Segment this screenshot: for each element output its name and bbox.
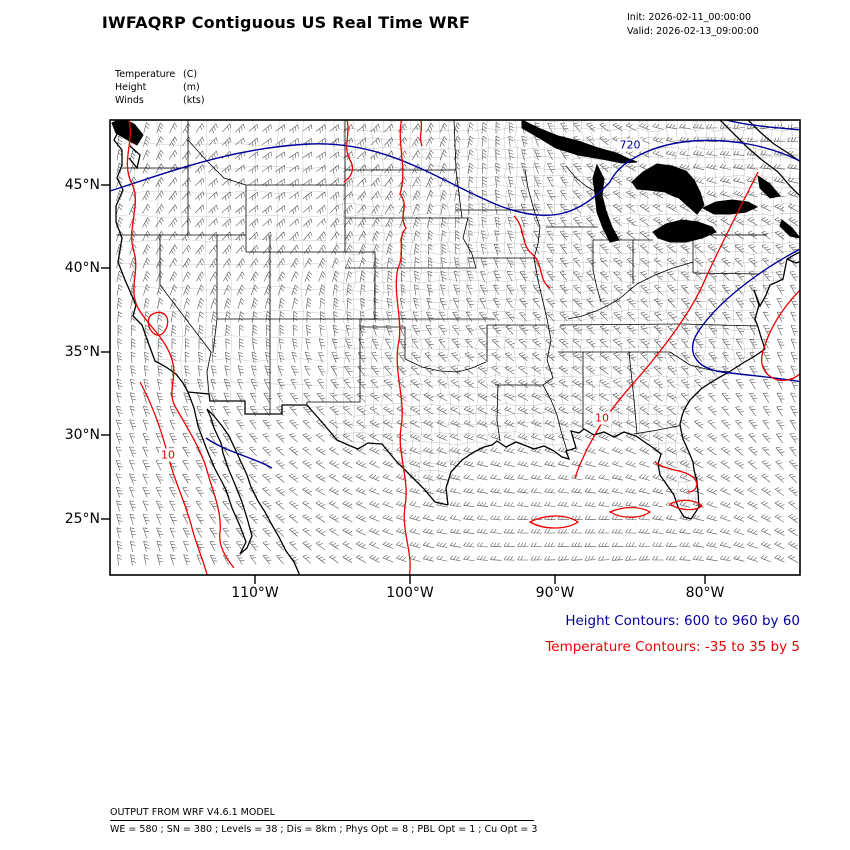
legend-variable-temperature: Temperature (C) <box>115 69 198 80</box>
footer-divider <box>110 820 534 821</box>
footer: OUTPUT FROM WRF V4.6.1 MODEL WE = 580 ; … <box>110 806 537 836</box>
y-axis-label: 35°N <box>64 344 100 360</box>
footer-model-line: OUTPUT FROM WRF V4.6.1 MODEL <box>110 807 275 818</box>
run-times: Init: 2026-02-11_00:00:00 Valid: 2026-02… <box>627 11 759 39</box>
height-contour-label: 720 <box>617 138 643 152</box>
y-axis-label: 30°N <box>64 427 100 443</box>
y-axis-label: 40°N <box>64 260 100 276</box>
y-axis-label: 45°N <box>64 177 100 193</box>
x-axis-label: 100°W <box>386 585 434 601</box>
legend-variable-height: Height (m) <box>115 82 200 93</box>
height-contour-caption: Height Contours: 600 to 960 by 60 <box>565 613 800 629</box>
temperature-contour-caption: Temperature Contours: -35 to 35 by 5 <box>545 639 800 655</box>
page-title: IWFAQRP Contiguous US Real Time WRF <box>101 13 471 32</box>
y-axis-label: 25°N <box>64 511 100 527</box>
legend-variable-winds: Winds (kts) <box>115 95 205 106</box>
temperature-contour-label: 10 <box>593 411 611 425</box>
x-axis-label: 110°W <box>231 585 279 601</box>
x-axis-label: 80°W <box>685 585 725 601</box>
init-time: Init: 2026-02-11_00:00:00 <box>627 12 752 23</box>
temperature-contour-label: 10 <box>159 448 177 462</box>
valid-time: Valid: 2026-02-13_09:00:00 <box>627 26 759 37</box>
variable-legend: Temperature (C) Height (m) Winds (kts) <box>115 68 205 107</box>
x-axis-label: 90°W <box>535 585 575 601</box>
footer-config-line: WE = 580 ; SN = 380 ; Levels = 38 ; Dis … <box>110 824 538 835</box>
